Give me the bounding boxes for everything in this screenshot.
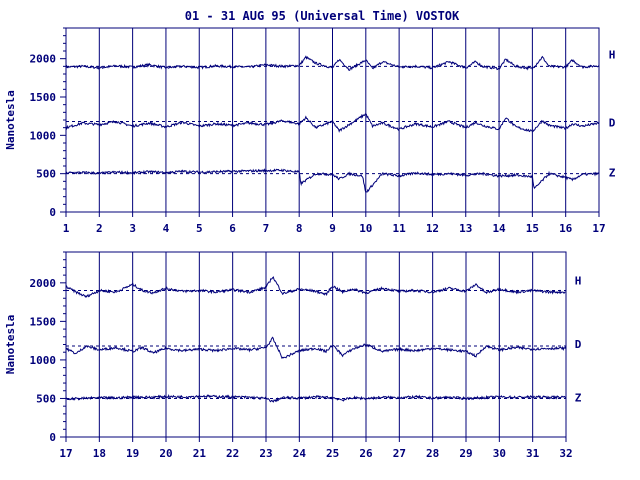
chart-panel-aug01-17: 1 2 3 4 5 6 7 8 9 10 11 12 13 14 15 16 17050010001500200… xyxy=(4,27,616,235)
x-tick-label: 20 xyxy=(159,447,172,460)
x-tick-label: 15 xyxy=(526,222,539,235)
series-d-trace xyxy=(65,113,600,133)
x-tick-label: 17 xyxy=(59,447,72,460)
series-label-h: H xyxy=(609,48,616,61)
y-axis-label: Nanotesla xyxy=(4,90,17,150)
x-tick-label: 4 xyxy=(163,222,170,235)
series-label-h: H xyxy=(575,275,582,288)
x-tick-label: 8 xyxy=(296,222,303,235)
x-tick-label: 29 xyxy=(459,447,472,460)
x-tick-label: 13 xyxy=(459,222,472,235)
y-tick-label: 1500 xyxy=(30,91,57,104)
x-tick-label: 21 xyxy=(193,447,207,460)
x-tick-label: 22 xyxy=(226,447,239,460)
x-tick-label: 17 xyxy=(592,222,605,235)
x-tick-label: 27 xyxy=(393,447,406,460)
x-tick-label: 14 xyxy=(492,222,506,235)
y-tick-label: 500 xyxy=(36,168,56,181)
x-tick-label: 30 xyxy=(493,447,506,460)
x-tick-label: 24 xyxy=(293,447,307,460)
x-tick-label: 10 xyxy=(359,222,372,235)
x-tick-label: 3 xyxy=(129,222,136,235)
x-tick-label: 9 xyxy=(329,222,336,235)
series-h-trace xyxy=(65,55,600,72)
x-tick-label: 18 xyxy=(93,447,106,460)
y-tick-label: 500 xyxy=(36,392,56,405)
y-tick-label: 1000 xyxy=(30,129,57,142)
series-d-trace xyxy=(65,336,567,360)
series-h-trace xyxy=(65,276,567,298)
chart-title: 01 - 31 AUG 95 (Universal Time) VOSTOK xyxy=(185,9,460,23)
x-tick-label: 28 xyxy=(426,447,439,460)
plot-frame xyxy=(65,251,567,438)
y-tick-label: 1500 xyxy=(30,315,57,328)
x-tick-label: 26 xyxy=(359,447,373,460)
x-tick-label: 23 xyxy=(259,447,272,460)
x-tick-label: 31 xyxy=(526,447,540,460)
y-tick-label: 0 xyxy=(49,431,56,444)
x-tick-label: 25 xyxy=(326,447,339,460)
series-z-trace xyxy=(65,393,567,403)
y-tick-label: 2000 xyxy=(30,53,57,66)
y-axis-label: Nanotesla xyxy=(4,315,17,375)
series-label-z: Z xyxy=(575,391,582,404)
x-tick-label: 16 xyxy=(559,222,573,235)
y-tick-label: 2000 xyxy=(30,277,57,290)
x-tick-label: 2 xyxy=(96,222,103,235)
chart-panel-aug17-32: 17 18 19 20 21 22 23 24 25 26 27 28 29 30 31 32 0 500 1000… xyxy=(4,251,582,460)
x-tick-label: 19 xyxy=(126,447,139,460)
y-tick-label: 0 xyxy=(49,206,56,219)
series-z-trace xyxy=(65,168,600,194)
x-tick-label: 11 xyxy=(393,222,407,235)
x-tick-label: 12 xyxy=(426,222,439,235)
y-tick-label: 1000 xyxy=(30,354,57,367)
x-tick-label: 1 xyxy=(63,222,70,235)
x-tick-label: 7 xyxy=(263,222,270,235)
series-label-d: D xyxy=(609,117,616,130)
series-label-z: Z xyxy=(609,167,616,180)
x-tick-label: 5 xyxy=(196,222,203,235)
series-label-d: D xyxy=(575,338,582,351)
x-tick-label: 32 xyxy=(559,447,572,460)
x-tick-label: 6 xyxy=(229,222,236,235)
